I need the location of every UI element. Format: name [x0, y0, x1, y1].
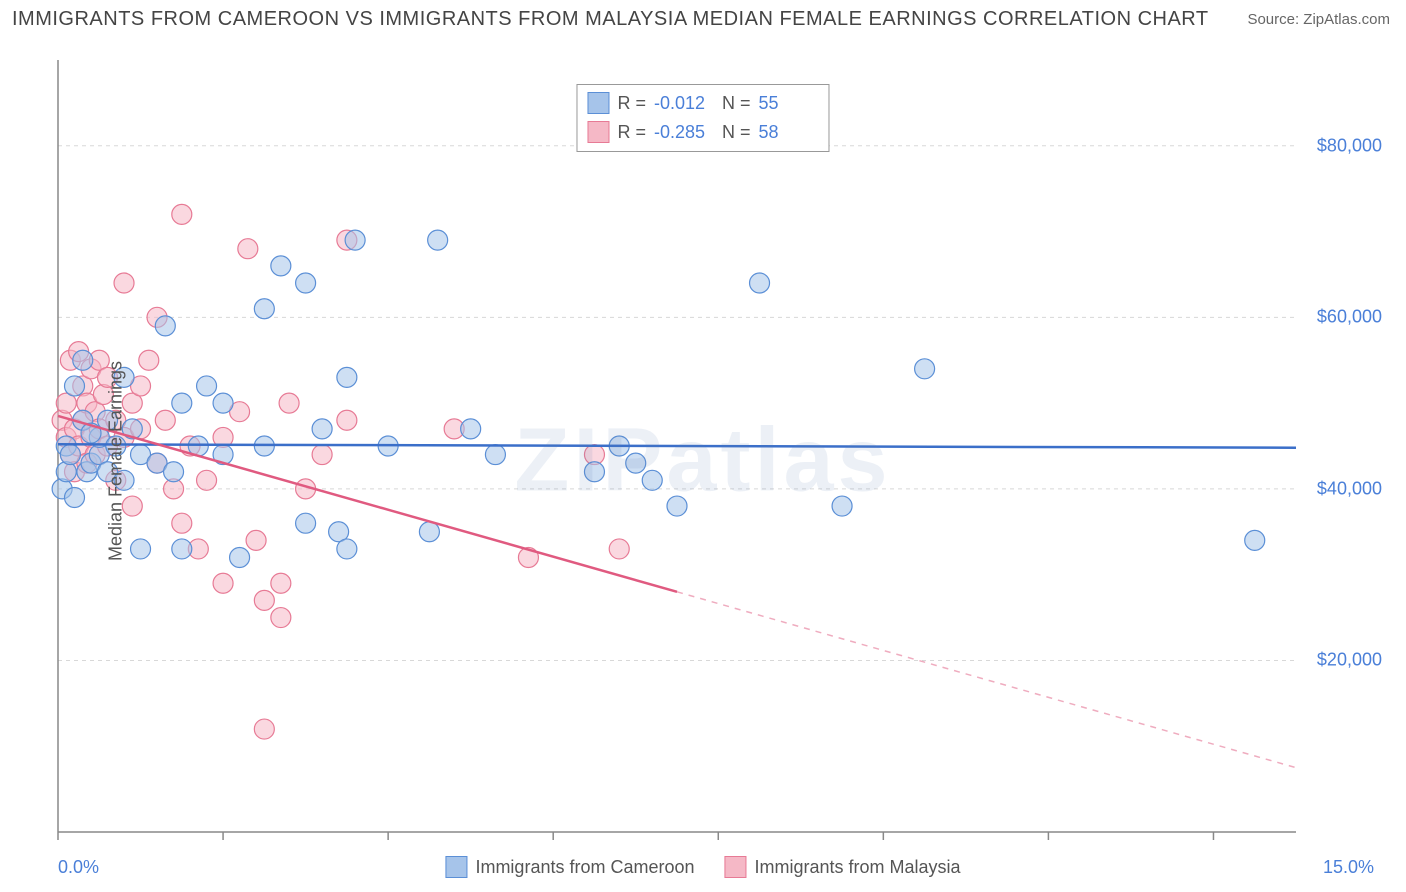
- y-tick-label: $40,000: [1317, 478, 1382, 499]
- legend-label: Immigrants from Cameroon: [475, 857, 694, 878]
- r-value: -0.285: [654, 118, 714, 147]
- x-tick-start: 0.0%: [58, 857, 99, 878]
- correlation-row-malaysia: R = -0.285 N = 58: [587, 118, 818, 147]
- correlation-legend: R = -0.012 N = 55 R = -0.285 N = 58: [576, 84, 829, 152]
- x-tick-end: 15.0%: [1323, 857, 1374, 878]
- legend-swatch-icon: [445, 856, 467, 878]
- y-tick-label: $20,000: [1317, 650, 1382, 671]
- chart-title: IMMIGRANTS FROM CAMEROON VS IMMIGRANTS F…: [12, 8, 1209, 31]
- legend-swatch-icon: [587, 92, 609, 114]
- legend-swatch-icon: [587, 121, 609, 143]
- r-value: -0.012: [654, 89, 714, 118]
- y-tick-label: $60,000: [1317, 307, 1382, 328]
- legend-item-malaysia: Immigrants from Malaysia: [725, 856, 961, 878]
- source-label: Source: ZipAtlas.com: [1247, 11, 1390, 28]
- bottom-legend: Immigrants from Cameroon Immigrants from…: [445, 856, 960, 878]
- legend-swatch-icon: [725, 856, 747, 878]
- legend-label: Immigrants from Malaysia: [755, 857, 961, 878]
- n-label: N =: [722, 89, 751, 118]
- scatter-chart-svg: [10, 40, 1396, 882]
- n-value: 58: [759, 118, 819, 147]
- n-label: N =: [722, 118, 751, 147]
- n-value: 55: [759, 89, 819, 118]
- correlation-row-cameroon: R = -0.012 N = 55: [587, 89, 818, 118]
- r-label: R =: [617, 118, 646, 147]
- legend-item-cameroon: Immigrants from Cameroon: [445, 856, 694, 878]
- chart-area: Median Female Earnings ZIPatlas $20,000$…: [10, 40, 1396, 882]
- r-label: R =: [617, 89, 646, 118]
- y-tick-label: $80,000: [1317, 135, 1382, 156]
- y-axis-label: Median Female Earnings: [106, 361, 127, 561]
